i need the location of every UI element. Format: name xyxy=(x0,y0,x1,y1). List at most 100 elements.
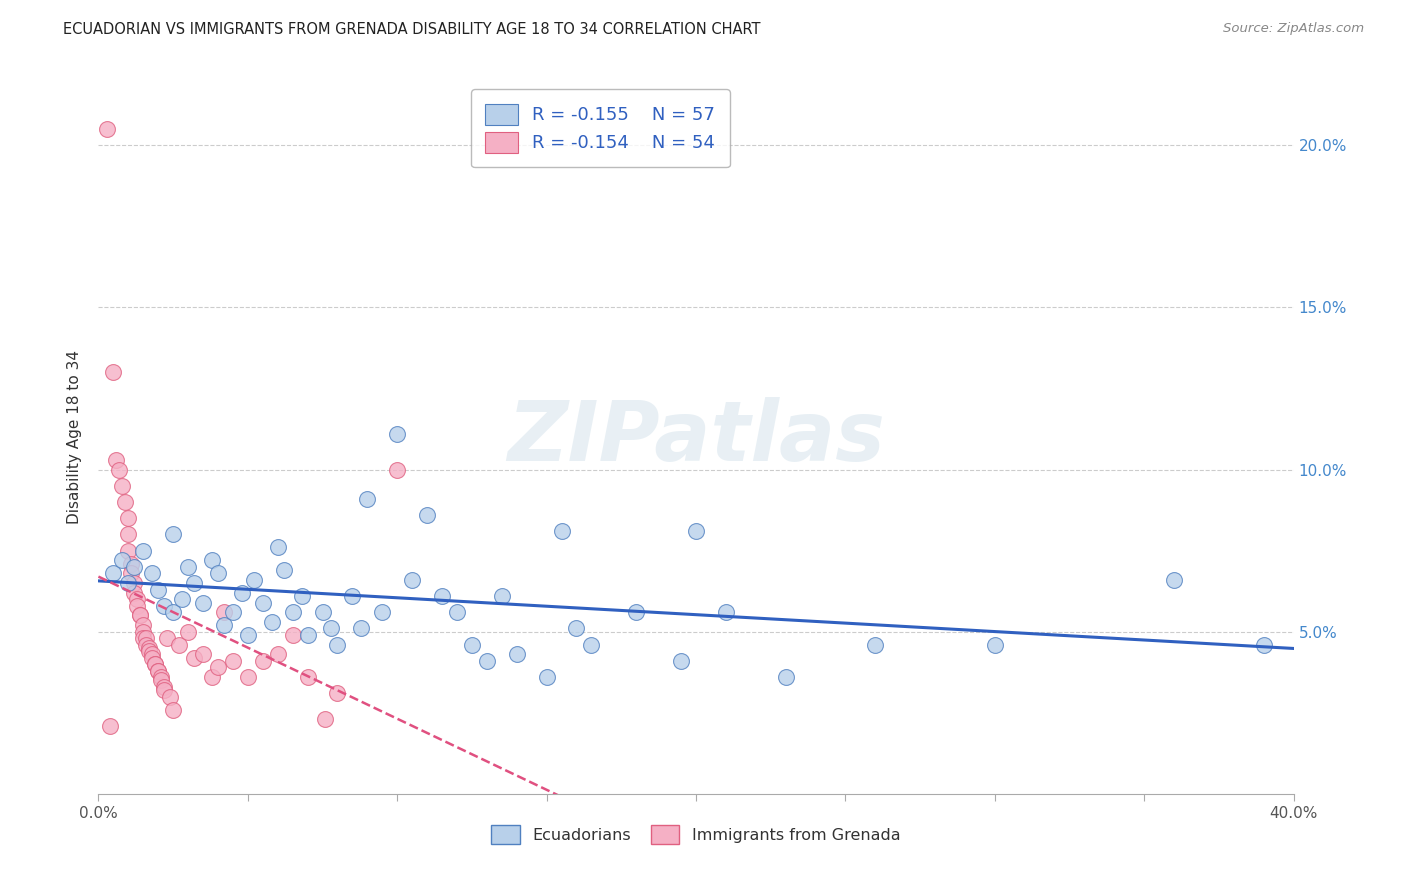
Point xyxy=(506,648,529,662)
Point xyxy=(252,595,274,609)
Point xyxy=(141,566,163,581)
Point xyxy=(148,582,170,597)
Point xyxy=(297,628,319,642)
Text: Source: ZipAtlas.com: Source: ZipAtlas.com xyxy=(1223,22,1364,36)
Point xyxy=(124,586,146,600)
Point xyxy=(153,599,176,613)
Point xyxy=(536,670,558,684)
Point xyxy=(153,680,176,694)
Point xyxy=(267,648,290,662)
Point xyxy=(315,712,337,726)
Point xyxy=(156,631,179,645)
Point xyxy=(212,618,235,632)
Point xyxy=(98,719,122,733)
Point xyxy=(111,553,134,567)
Point xyxy=(111,479,134,493)
Legend: Ecuadorians, Immigrants from Grenada: Ecuadorians, Immigrants from Grenada xyxy=(485,819,907,850)
Point xyxy=(132,618,155,632)
Point xyxy=(311,605,333,619)
Point xyxy=(177,624,200,639)
Point xyxy=(117,511,139,525)
Point xyxy=(326,638,349,652)
Point xyxy=(129,608,152,623)
Point xyxy=(281,605,304,619)
Point xyxy=(150,673,173,688)
Point xyxy=(143,657,166,672)
Point xyxy=(153,683,176,698)
Point xyxy=(236,670,259,684)
Point xyxy=(475,654,498,668)
Point xyxy=(162,527,184,541)
Point xyxy=(191,648,214,662)
Point xyxy=(138,640,160,655)
Point xyxy=(138,644,160,658)
Point xyxy=(291,589,314,603)
Point xyxy=(207,566,229,581)
Point xyxy=(252,654,274,668)
Point xyxy=(212,605,235,619)
Point xyxy=(491,589,513,603)
Point xyxy=(385,426,409,441)
Point xyxy=(430,589,453,603)
Point xyxy=(267,541,290,555)
Point xyxy=(117,527,139,541)
Point xyxy=(183,576,205,591)
Point xyxy=(669,654,692,668)
Point xyxy=(172,592,194,607)
Point xyxy=(103,365,125,379)
Text: ECUADORIAN VS IMMIGRANTS FROM GRENADA DISABILITY AGE 18 TO 34 CORRELATION CHART: ECUADORIAN VS IMMIGRANTS FROM GRENADA DI… xyxy=(63,22,761,37)
Point xyxy=(231,586,253,600)
Point xyxy=(132,543,155,558)
Point xyxy=(143,657,166,672)
Point xyxy=(401,573,423,587)
Point xyxy=(273,563,295,577)
Point xyxy=(124,559,146,574)
Point xyxy=(132,631,155,645)
Point xyxy=(141,650,163,665)
Point xyxy=(201,670,224,684)
Point xyxy=(243,573,266,587)
Y-axis label: Disability Age 18 to 34: Disability Age 18 to 34 xyxy=(67,350,83,524)
Point xyxy=(105,452,128,467)
Point xyxy=(148,664,170,678)
Point xyxy=(135,638,157,652)
Point xyxy=(371,605,394,619)
Point xyxy=(120,557,142,571)
Point xyxy=(127,599,149,613)
Point xyxy=(222,654,245,668)
Point xyxy=(162,605,184,619)
Point xyxy=(127,592,149,607)
Point xyxy=(984,638,1007,652)
Point xyxy=(236,628,259,642)
Point xyxy=(297,670,319,684)
Point xyxy=(581,638,603,652)
Point xyxy=(865,638,887,652)
Point xyxy=(96,122,118,136)
Point xyxy=(446,605,468,619)
Point xyxy=(356,491,378,506)
Point xyxy=(177,559,200,574)
Point xyxy=(281,628,304,642)
Point xyxy=(191,595,214,609)
Point xyxy=(207,660,229,674)
Point xyxy=(103,566,125,581)
Text: ZIPatlas: ZIPatlas xyxy=(508,397,884,477)
Point xyxy=(416,508,439,522)
Point xyxy=(550,524,572,538)
Point xyxy=(1253,638,1275,652)
Point xyxy=(565,622,588,636)
Point xyxy=(114,495,136,509)
Point xyxy=(321,622,343,636)
Point xyxy=(775,670,797,684)
Point xyxy=(159,690,181,704)
Point xyxy=(260,615,283,629)
Point xyxy=(120,566,142,581)
Point xyxy=(1163,573,1185,587)
Point xyxy=(108,462,131,476)
Point xyxy=(714,605,737,619)
Point xyxy=(461,638,484,652)
Point xyxy=(148,664,170,678)
Point xyxy=(167,638,190,652)
Point xyxy=(326,686,349,700)
Point xyxy=(685,524,707,538)
